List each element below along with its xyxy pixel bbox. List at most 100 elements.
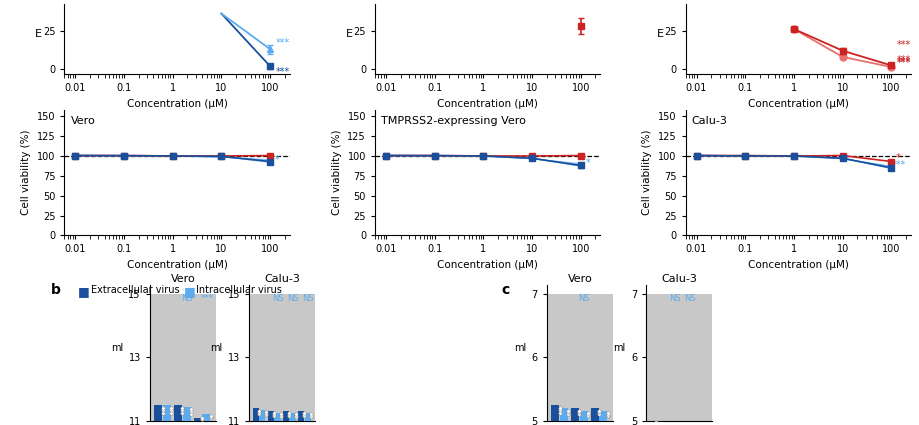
Bar [655,421,662,425]
Text: Extracellular virus: Extracellular virus [91,285,179,295]
Text: ***: *** [200,295,213,303]
Text: TMPRSS2-expressing Vero: TMPRSS2-expressing Vero [380,116,526,126]
Y-axis label: E: E [656,29,663,39]
X-axis label: Concentration (μM): Concentration (μM) [127,99,227,108]
Point [281,413,296,419]
Point [267,413,281,419]
Point [561,409,575,416]
Point [572,407,586,414]
Point [184,410,199,417]
Y-axis label: ml: ml [613,343,625,353]
Point [155,407,170,414]
Point [258,412,273,419]
Point [297,411,312,418]
Point [551,409,566,416]
Point [281,410,296,416]
Title: Vero: Vero [170,274,195,284]
Point [599,410,614,416]
Text: Intracellular virus: Intracellular virus [196,285,281,295]
Text: ***: *** [891,161,904,170]
Point [561,407,575,414]
Text: Calu-3: Calu-3 [691,116,727,126]
Point [289,412,303,419]
Point [164,409,178,416]
Bar [571,408,578,421]
Point [551,407,566,414]
X-axis label: Concentration (μM): Concentration (μM) [437,260,538,270]
Text: *: * [895,153,900,163]
Bar [598,411,607,421]
Point [670,422,685,425]
Bar [649,421,655,424]
Point [580,411,595,418]
Text: ***: *** [896,40,910,50]
Text: ***: *** [276,67,289,77]
Bar [694,421,700,425]
Point [561,411,575,418]
Point [273,411,288,418]
Point [252,407,267,414]
Bar [289,413,295,421]
Point [572,409,586,416]
Point [572,411,586,418]
Point [273,414,288,420]
Point [203,414,218,421]
Text: *: * [275,155,279,165]
Point [664,422,678,425]
Point [194,415,209,422]
Point [591,407,606,414]
Point [155,405,170,411]
Bar [202,414,210,421]
Point [175,405,189,411]
Point [693,420,708,425]
Bar [686,421,692,425]
Y-axis label: ml: ml [514,343,526,353]
Point [670,424,685,425]
X-axis label: Concentration (μM): Concentration (μM) [127,260,227,270]
Point [184,408,199,415]
Point [648,419,663,425]
X-axis label: Concentration (μM): Concentration (μM) [747,99,847,108]
Point [678,422,693,425]
Point [164,405,178,411]
Y-axis label: ml: ml [210,343,222,353]
Bar [298,411,304,421]
Point [175,409,189,416]
Point [591,411,606,418]
Bar [282,411,289,421]
Text: NS: NS [181,295,193,303]
Title: Calu-3: Calu-3 [264,274,300,284]
Point [203,413,218,420]
Y-axis label: ml: ml [111,343,123,353]
Text: ■: ■ [78,285,90,298]
Point [678,420,693,425]
Text: NS: NS [684,294,695,303]
Point [648,420,663,425]
Text: NS: NS [578,294,589,303]
Bar [560,408,567,421]
Bar [193,418,201,421]
Text: NS: NS [668,294,680,303]
Point [267,410,281,416]
X-axis label: Concentration (μM): Concentration (μM) [747,260,847,270]
Y-axis label: Cell viability (%): Cell viability (%) [21,130,31,215]
Text: NS: NS [272,295,283,303]
Point [175,407,189,414]
Text: ***: *** [276,38,289,48]
Point [654,422,669,425]
Point [267,411,281,418]
Bar [304,413,311,421]
Bar [253,408,258,421]
Point [289,411,303,418]
Text: ■: ■ [184,285,196,298]
Point [685,422,699,425]
Point [551,405,566,411]
Point [599,411,614,418]
Point [252,409,267,416]
Point [203,412,218,419]
Bar [579,411,587,421]
Bar [274,413,280,421]
Y-axis label: Cell viability (%): Cell viability (%) [332,130,342,215]
Point [664,422,678,425]
Text: Vero: Vero [71,116,96,126]
